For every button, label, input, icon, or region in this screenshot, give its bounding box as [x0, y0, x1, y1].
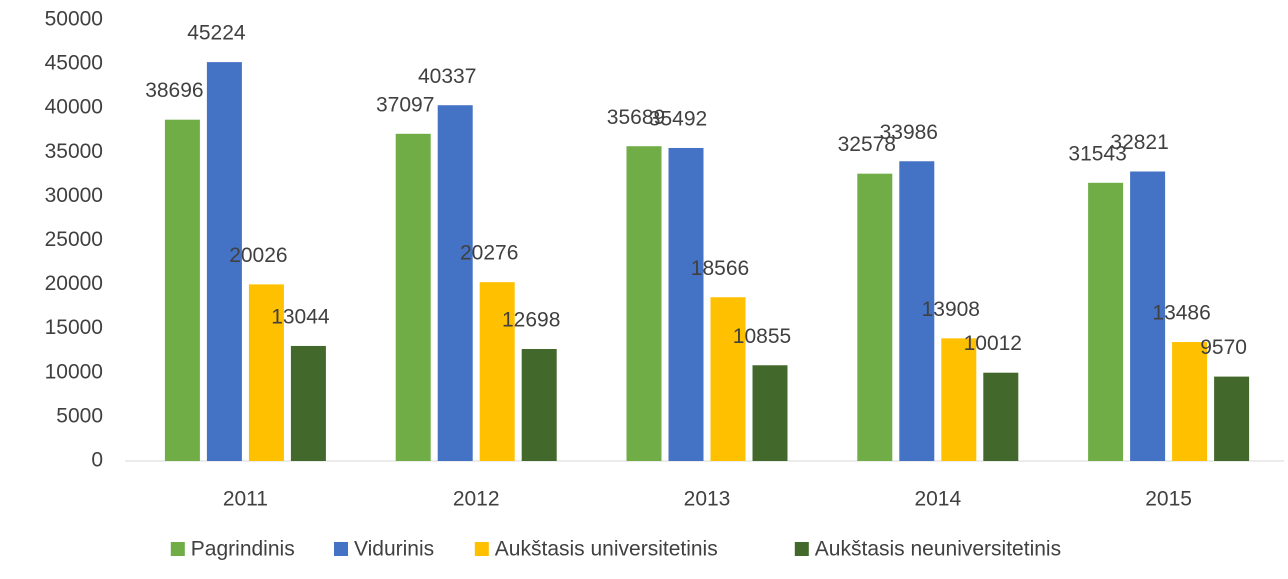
bar — [752, 365, 788, 461]
data-label: 38696 — [145, 79, 203, 102]
data-label: 9570 — [1200, 336, 1247, 359]
y-tick-label: 45000 — [45, 52, 103, 75]
bar — [1088, 182, 1124, 461]
data-label: 35689 — [607, 106, 665, 129]
data-label: 20026 — [229, 244, 287, 267]
bar — [1172, 342, 1208, 461]
bar — [899, 161, 935, 462]
data-label: 18566 — [691, 257, 749, 280]
bar — [479, 282, 515, 461]
bar — [290, 345, 326, 461]
bar — [941, 338, 977, 461]
legend-swatch — [474, 542, 489, 556]
y-tick-label: 10000 — [45, 360, 103, 383]
data-label: 13486 — [1152, 302, 1210, 325]
data-label: 31543 — [1068, 142, 1126, 165]
data-label: 10855 — [733, 325, 791, 348]
x-tick-label: 2015 — [1145, 488, 1192, 511]
y-tick-label: 20000 — [45, 272, 103, 295]
y-tick-label: 30000 — [45, 184, 103, 207]
legend-swatch — [334, 542, 348, 556]
y-tick-label: 50000 — [45, 8, 103, 31]
y-tick-label: 15000 — [45, 316, 103, 339]
data-label: 35492 — [649, 108, 707, 131]
x-tick-label: 2013 — [684, 488, 731, 511]
legend-label: Aukštasis neuniversitetinis — [815, 538, 1061, 561]
bar — [521, 349, 557, 461]
legend-label: Vidurinis — [354, 538, 434, 561]
data-label: 33986 — [880, 121, 938, 144]
y-tick-label: 5000 — [56, 404, 103, 427]
data-label: 32821 — [1110, 131, 1168, 154]
x-tick-label: 2014 — [914, 488, 961, 511]
bar — [206, 62, 242, 461]
legend-label: Aukštasis universitetinis — [495, 538, 718, 561]
data-label: 10012 — [964, 332, 1022, 355]
legend-swatch — [170, 542, 185, 556]
bar — [248, 284, 284, 461]
bar — [164, 119, 200, 461]
data-label: 32578 — [838, 133, 896, 156]
bar — [626, 146, 662, 461]
bar — [857, 173, 893, 461]
data-label: 45224 — [187, 22, 246, 45]
data-label: 13908 — [922, 298, 980, 321]
data-label: 40337 — [418, 65, 476, 88]
legend-label: Pagrindinis — [191, 538, 295, 561]
bar — [1214, 376, 1250, 461]
legend-swatch — [794, 542, 809, 556]
data-label: 20276 — [460, 242, 518, 265]
data-label: 37097 — [376, 93, 434, 116]
bar — [437, 105, 473, 461]
y-tick-label: 0 — [91, 449, 103, 472]
y-tick-label: 25000 — [45, 228, 103, 251]
bar — [1130, 171, 1166, 461]
y-tick-label: 40000 — [45, 96, 103, 119]
data-label: 13044 — [271, 305, 330, 328]
bar — [395, 133, 431, 462]
bar — [668, 147, 704, 461]
x-tick-label: 2012 — [453, 488, 500, 511]
bar — [710, 297, 746, 461]
y-tick-label: 35000 — [45, 140, 103, 163]
data-label: 12698 — [502, 309, 560, 332]
bar — [983, 372, 1019, 461]
x-tick-label: 2011 — [223, 488, 268, 511]
